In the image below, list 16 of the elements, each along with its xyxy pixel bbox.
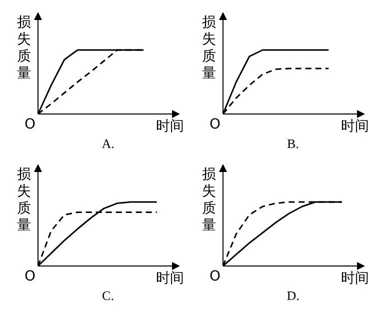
y-axis-title: 损失质量	[202, 166, 216, 234]
text: O	[209, 268, 221, 285]
y-axis-title: 损失质量	[17, 14, 31, 82]
text: D.	[286, 288, 300, 303]
text: A.	[102, 136, 114, 151]
x-axis-title: 时间	[341, 270, 369, 287]
text: C.	[102, 288, 114, 303]
x-axis-title: 时间	[156, 270, 184, 287]
text: O	[209, 116, 221, 133]
x-axis-title: 时间	[156, 118, 184, 135]
text: B.	[287, 136, 299, 151]
text: O	[24, 116, 36, 133]
x-axis-title: 时间	[341, 118, 369, 135]
y-axis-title: 损失质量	[17, 166, 31, 234]
y-axis-title: 损失质量	[202, 14, 216, 82]
text: O	[24, 268, 36, 285]
